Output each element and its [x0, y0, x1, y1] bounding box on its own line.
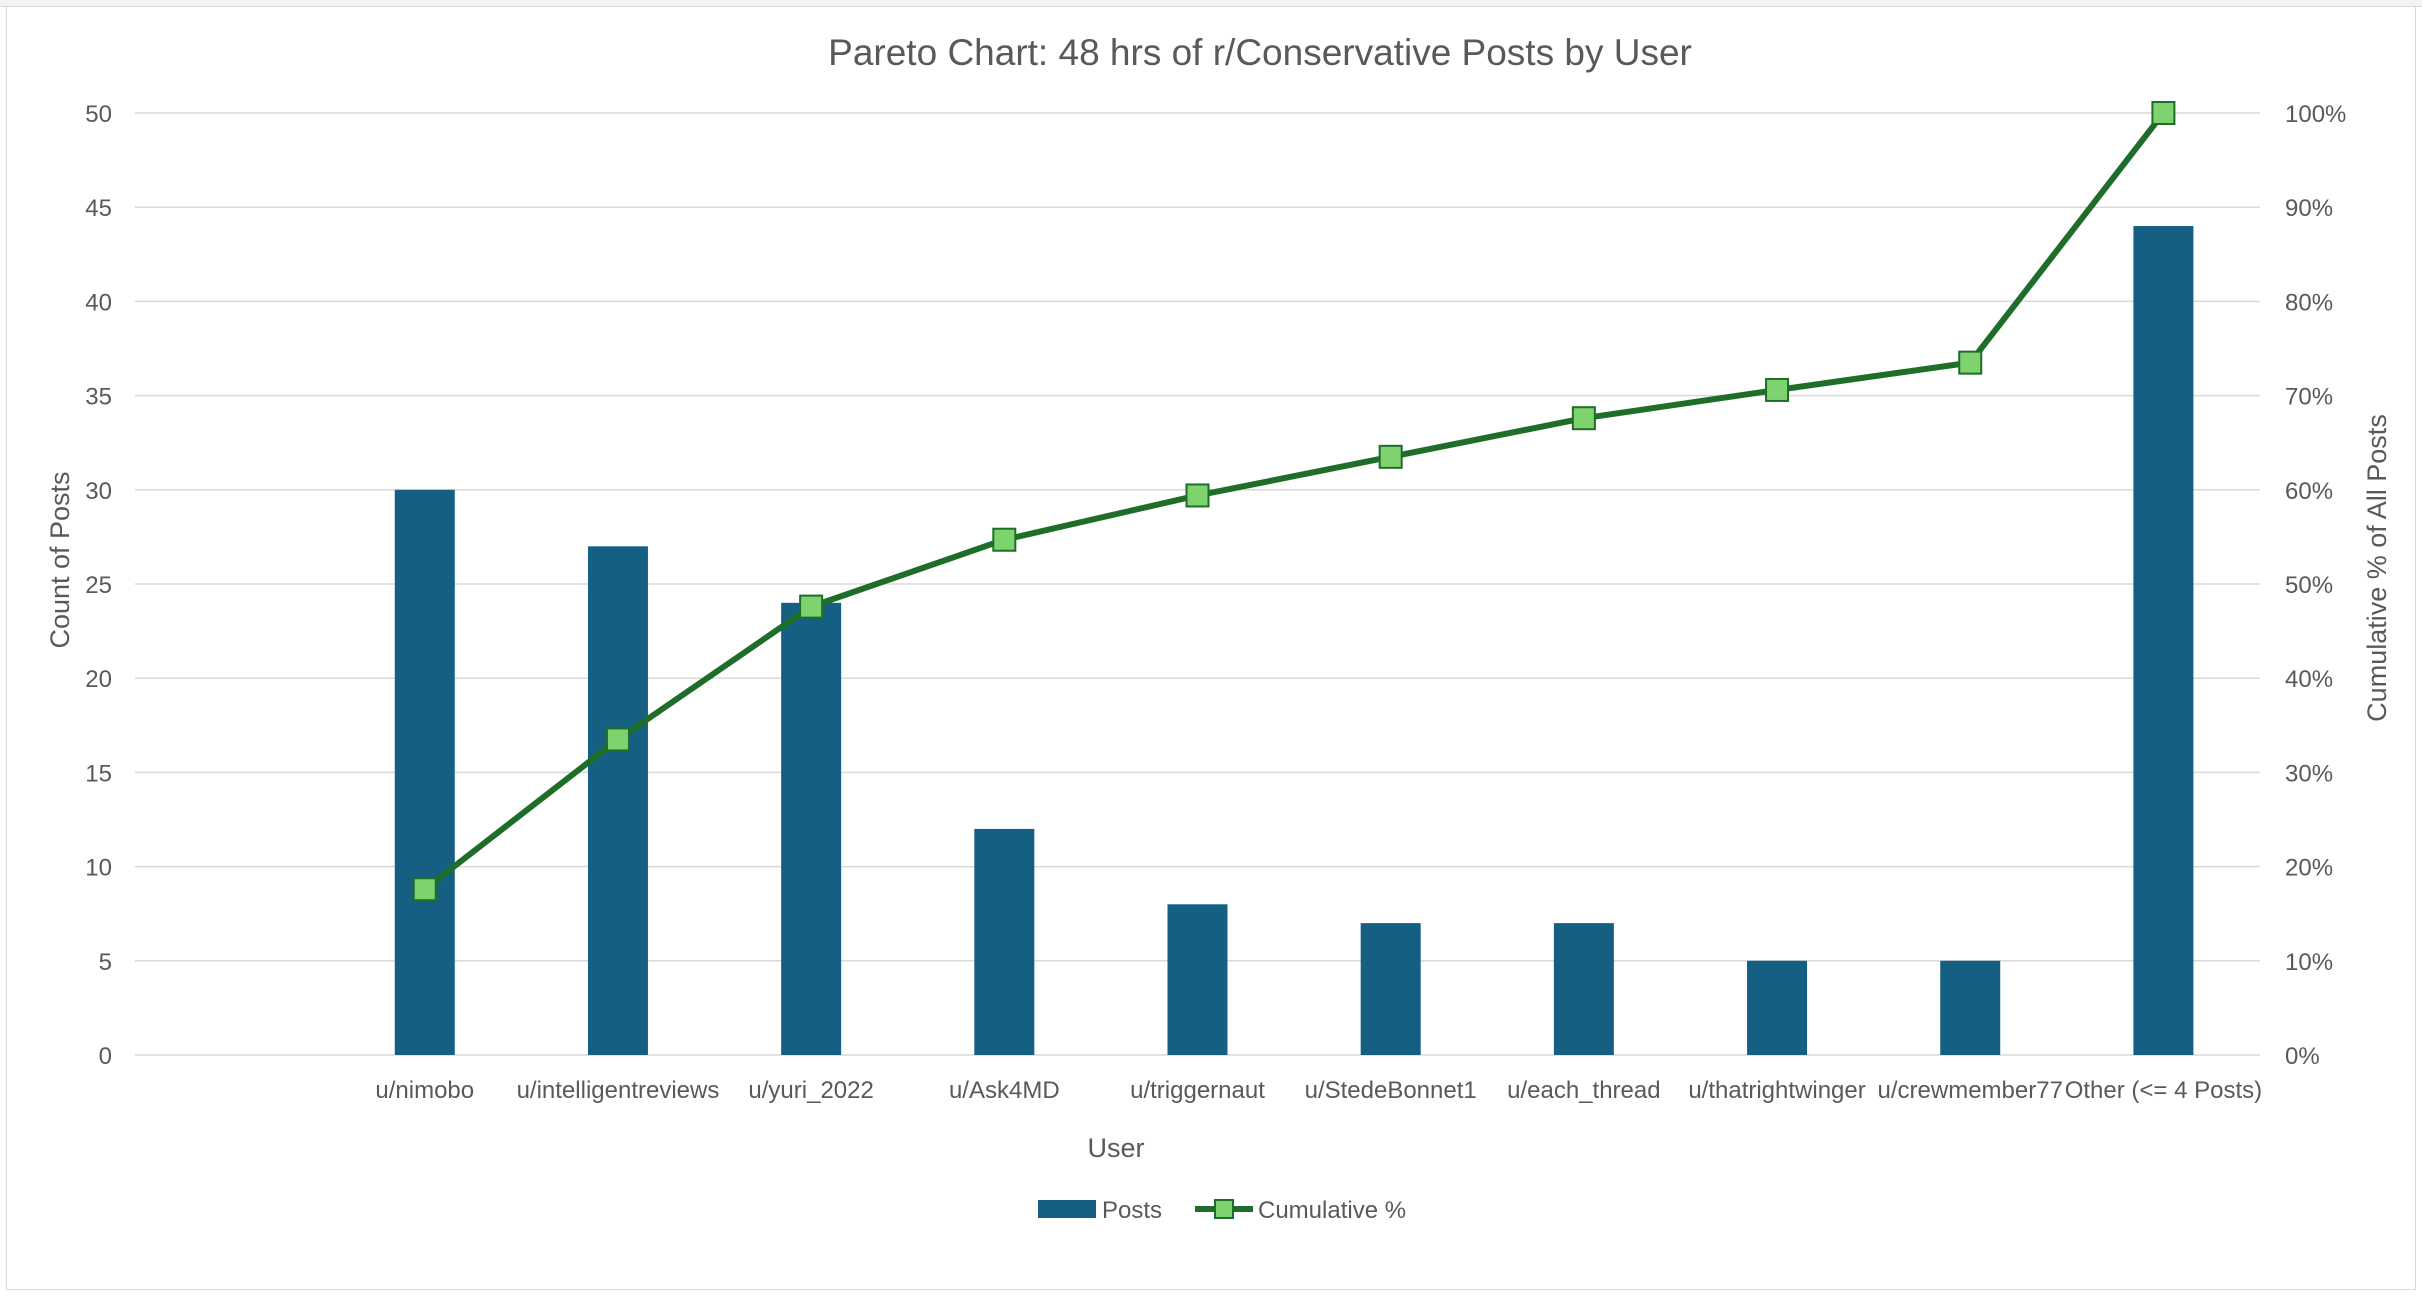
category-label: u/nimobo — [375, 1077, 474, 1104]
y2-tick-label: 80% — [2285, 289, 2333, 316]
legend-swatch-posts — [1038, 1200, 1096, 1218]
legend-label-cumulative: Cumulative % — [1258, 1197, 1406, 1224]
y-tick-label: 0 — [99, 1043, 112, 1070]
y-tick-label: 50 — [85, 101, 112, 128]
y2-tick-label: 10% — [2285, 949, 2333, 976]
category-label: u/crewmember77 — [1878, 1077, 2063, 1104]
y-tick-label: 20 — [85, 666, 112, 693]
y2-tick-label: 50% — [2285, 572, 2333, 599]
bar-u/intelligentreviews — [587, 546, 648, 1055]
chart-title: Pareto Chart: 48 hrs of r/Conservative P… — [828, 32, 1692, 73]
line-series-cumulative[interactable] — [412, 101, 2176, 902]
category-label: u/thatrightwinger — [1688, 1077, 1865, 1104]
y-tick-label: 25 — [85, 572, 112, 599]
cumulative-marker-u/StedeBonnet1 — [1378, 444, 1403, 469]
y2-axis-title: Cumulative % of All Posts — [2362, 414, 2392, 722]
bar-u/each_thread — [1553, 923, 1614, 1055]
bar-u/triggernaut — [1167, 904, 1228, 1055]
y2-tick-label: 90% — [2285, 195, 2333, 222]
bar-u/crewmember77 — [1940, 960, 2001, 1055]
bar-u/Ask4MD — [974, 828, 1035, 1055]
y-tick-label: 35 — [85, 384, 112, 411]
cumulative-marker-u/each_thread — [1571, 406, 1596, 431]
category-label: u/triggernaut — [1130, 1077, 1265, 1104]
bar-u/thatrightwinger — [1747, 960, 1808, 1055]
y-tick-label: 40 — [85, 289, 112, 316]
y2-tick-label: 60% — [2285, 478, 2333, 505]
category-label: u/intelligentreviews — [517, 1077, 720, 1104]
y2-tick-label: 40% — [2285, 666, 2333, 693]
left-axis-ticks: 0 5 10 15 20 25 30 35 40 45 50 — [85, 101, 112, 1070]
bar-u/nimobo — [394, 489, 455, 1055]
category-label: u/each_thread — [1507, 1077, 1660, 1104]
cumulative-marker-u/nimobo — [412, 877, 437, 902]
legend[interactable]: Posts Cumulative % — [1038, 1197, 1406, 1224]
y2-tick-label: 100% — [2285, 101, 2346, 128]
cumulative-marker-u/yuri_2022 — [799, 594, 824, 619]
category-label: u/Ask4MD — [949, 1077, 1060, 1104]
bar-u/StedeBonnet1 — [1360, 923, 1421, 1055]
bar-series-posts[interactable] — [394, 226, 2194, 1056]
y-tick-label: 15 — [85, 760, 112, 787]
cumulative-marker-u/triggernaut — [1185, 483, 1210, 508]
bar-Other (<= 4 Posts) — [2133, 226, 2194, 1056]
legend-label-posts: Posts — [1102, 1197, 1162, 1224]
y-tick-label: 45 — [85, 195, 112, 222]
cumulative-marker-u/Ask4MD — [992, 527, 1017, 552]
y-tick-label: 30 — [85, 478, 112, 505]
y2-tick-label: 0% — [2285, 1043, 2320, 1070]
legend-swatch-cumulative-marker — [1214, 1199, 1234, 1219]
y2-tick-label: 30% — [2285, 760, 2333, 787]
cumulative-marker-u/intelligentreviews — [605, 727, 630, 752]
y2-tick-label: 70% — [2285, 384, 2333, 411]
right-axis-ticks: 0% 10% 20% 30% 40% 50% 60% 70% 80% 90% 100% — [2285, 101, 2346, 1070]
category-labels: u/nimobo u/intelligentreviews u/yuri_2022 u… — [375, 1077, 2262, 1104]
category-label: u/yuri_2022 — [748, 1077, 873, 1104]
cumulative-line — [422, 111, 2166, 892]
y-tick-label: 5 — [99, 949, 112, 976]
bar-u/yuri_2022 — [781, 602, 842, 1055]
category-label: u/StedeBonnet1 — [1305, 1077, 1477, 1104]
cumulative-marker-u/crewmember77 — [1958, 350, 1983, 375]
category-label: Other (<= 4 Posts) — [2065, 1077, 2262, 1104]
x-axis-title: User — [1087, 1133, 1144, 1163]
y2-tick-label: 20% — [2285, 855, 2333, 882]
cumulative-marker-Other (<= 4 Posts) — [2151, 101, 2176, 125]
y-tick-label: 10 — [85, 855, 112, 882]
y-axis-title: Count of Posts — [45, 471, 75, 648]
cumulative-marker-u/thatrightwinger — [1765, 377, 1790, 402]
